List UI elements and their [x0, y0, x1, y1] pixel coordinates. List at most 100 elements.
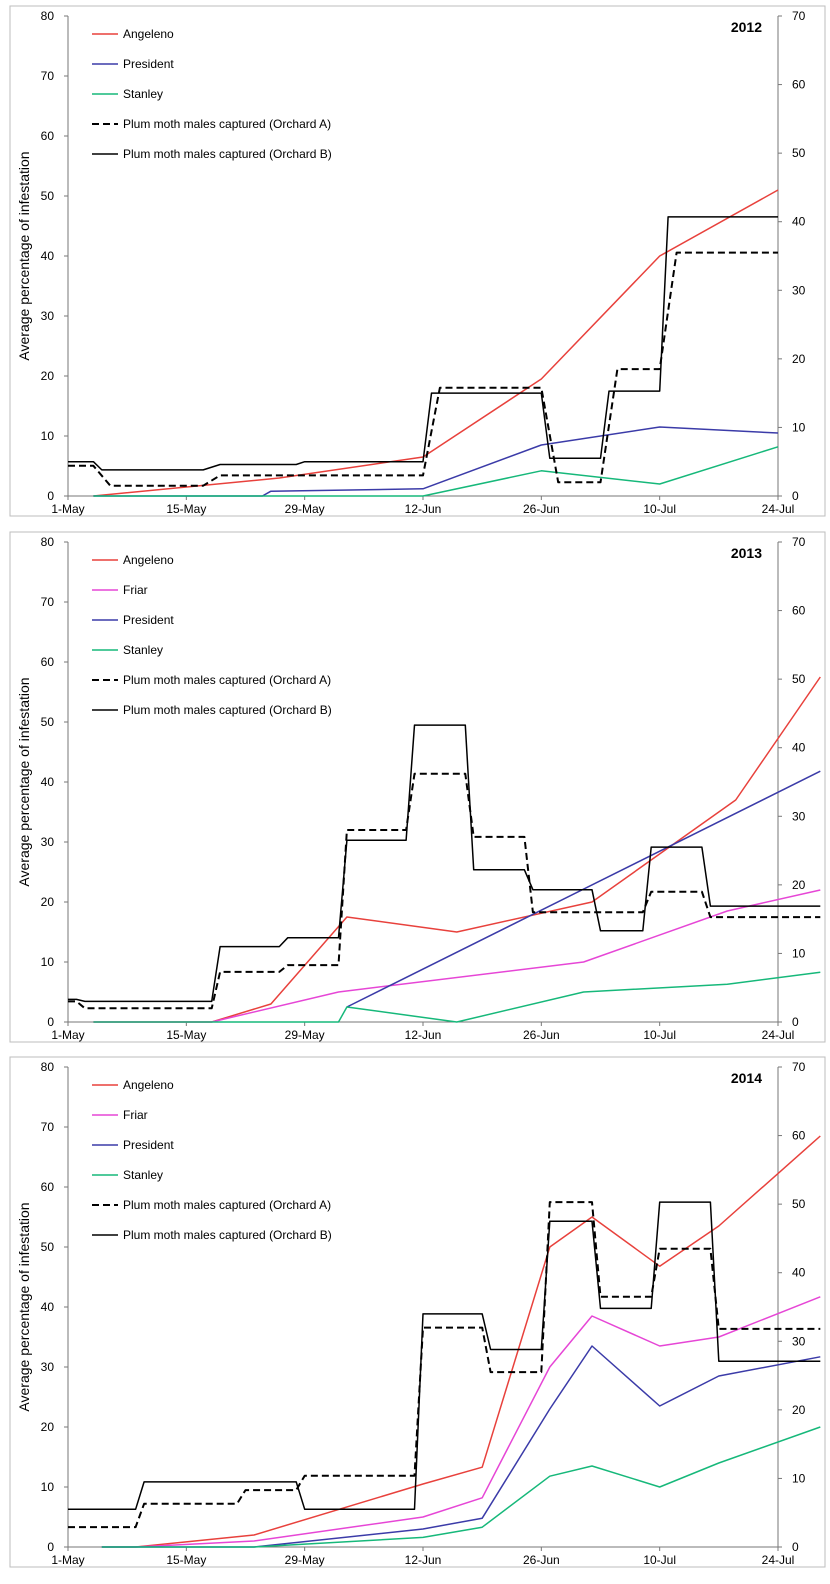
- legend-label: Friar: [123, 1108, 148, 1122]
- right-tick-label: 0: [792, 1540, 799, 1554]
- left-tick-label: 70: [41, 595, 55, 609]
- legend-label: Plum moth males captured (Orchard A): [123, 117, 331, 131]
- chart-border: [9, 5, 826, 517]
- series-line-stanley: [101, 1426, 821, 1548]
- legend-label: Angeleno: [123, 27, 174, 41]
- right-tick-label: 10: [792, 420, 806, 434]
- legend-label: Stanley: [123, 87, 163, 101]
- left-axis-title: Average percentage of infestation: [16, 151, 32, 360]
- right-tick-label: 30: [792, 809, 806, 823]
- left-tick-label: 50: [41, 189, 55, 203]
- left-tick-label: 10: [41, 955, 55, 969]
- legend-label: Plum moth males captured (Orchard B): [123, 703, 332, 717]
- series-line-plum-moth-males-captured-orchard-b-: [68, 216, 778, 471]
- left-tick-label: 10: [41, 429, 55, 443]
- legend-label: Plum moth males captured (Orchard B): [123, 147, 332, 161]
- x-tick-label: 15-May: [166, 1553, 206, 1567]
- right-tick-label: 20: [792, 878, 806, 892]
- left-tick-label: 20: [41, 895, 55, 909]
- left-tick-label: 60: [41, 129, 55, 143]
- x-tick-label: 1-May: [51, 1028, 84, 1042]
- left-tick-label: 80: [41, 9, 55, 23]
- right-tick-label: 0: [792, 489, 799, 503]
- chart-title: 2012: [731, 19, 762, 35]
- x-tick-label: 10-Jul: [643, 502, 676, 516]
- x-tick-label: 15-May: [166, 1028, 206, 1042]
- x-tick-label: 29-May: [285, 1553, 325, 1567]
- x-tick-label: 24-Jul: [762, 1553, 795, 1567]
- series-line-angeleno: [101, 1135, 821, 1548]
- legend-label: Angeleno: [123, 553, 174, 567]
- left-tick-label: 20: [41, 1420, 55, 1434]
- series-line-plum-moth-males-captured-orchard-a-: [68, 251, 778, 487]
- series-line-angeleno: [93, 189, 779, 497]
- x-tick-label: 12-Jun: [405, 1553, 442, 1567]
- x-tick-label: 29-May: [285, 502, 325, 516]
- chart-panel-2014: 0 10 20 30 40 50 60 70 80 0 10 20 30 40 50 60 70 1-May 15-…: [9, 1056, 826, 1568]
- x-tick-label: 12-Jun: [405, 1028, 442, 1042]
- left-tick-label: 70: [41, 1120, 55, 1134]
- left-tick-label: 50: [41, 715, 55, 729]
- x-tick-label: 15-May: [166, 502, 206, 516]
- right-tick-label: 70: [792, 9, 806, 23]
- x-tick-label: 26-Jun: [523, 1553, 560, 1567]
- left-tick-label: 0: [47, 489, 54, 503]
- right-tick-label: 30: [792, 283, 806, 297]
- right-tick-label: 60: [792, 1129, 806, 1143]
- right-tick-label: 50: [792, 672, 806, 686]
- x-tick-label: 12-Jun: [405, 502, 442, 516]
- legend-label: Plum moth males captured (Orchard A): [123, 1198, 331, 1212]
- left-tick-label: 60: [41, 655, 55, 669]
- series-line-plum-moth-males-captured-orchard-a-: [68, 1201, 821, 1529]
- left-tick-label: 20: [41, 369, 55, 383]
- chart-border: [9, 1056, 826, 1568]
- legend-label: Stanley: [123, 643, 163, 657]
- series-line-president: [101, 1345, 821, 1548]
- left-tick-label: 80: [41, 535, 55, 549]
- x-tick-label: 24-Jul: [762, 1028, 795, 1042]
- legend-label: Stanley: [123, 1168, 163, 1182]
- right-tick-label: 20: [792, 1403, 806, 1417]
- left-tick-label: 50: [41, 1240, 55, 1254]
- chart-panel-2012: 0 10 20 30 40 50 60 70 80 0 10 20 30 40 50 60 70 1-May 15-…: [9, 5, 826, 517]
- legend-label: President: [123, 1138, 174, 1152]
- series-line-stanley: [93, 446, 779, 497]
- right-tick-label: 70: [792, 1060, 806, 1074]
- x-tick-label: 26-Jun: [523, 1028, 560, 1042]
- right-tick-label: 40: [792, 1266, 806, 1280]
- legend-label: Friar: [123, 583, 148, 597]
- series-line-plum-moth-males-captured-orchard-a-: [68, 772, 821, 1010]
- left-axis-title: Average percentage of infestation: [16, 1202, 32, 1411]
- left-tick-label: 40: [41, 249, 55, 263]
- x-tick-label: 1-May: [51, 502, 84, 516]
- right-tick-label: 10: [792, 1471, 806, 1485]
- legend-label: Plum moth males captured (Orchard A): [123, 673, 331, 687]
- series-line-friar: [101, 1296, 821, 1548]
- left-tick-label: 40: [41, 775, 55, 789]
- left-tick-label: 30: [41, 1360, 55, 1374]
- legend-label: President: [123, 613, 174, 627]
- x-tick-label: 1-May: [51, 1553, 84, 1567]
- chart-title: 2014: [731, 1070, 762, 1086]
- right-tick-label: 10: [792, 946, 806, 960]
- right-tick-label: 30: [792, 1334, 806, 1348]
- right-tick-label: 40: [792, 215, 806, 229]
- left-tick-label: 60: [41, 1180, 55, 1194]
- left-tick-label: 80: [41, 1060, 55, 1074]
- left-tick-label: 10: [41, 1480, 55, 1494]
- chart-panel-2013: 0 10 20 30 40 50 60 70 80 0 10 20 30 40 50 60 70 1-May 15-…: [9, 531, 826, 1043]
- left-tick-label: 30: [41, 309, 55, 323]
- legend-label: Plum moth males captured (Orchard B): [123, 1228, 332, 1242]
- left-tick-label: 70: [41, 69, 55, 83]
- series-line-stanley: [93, 971, 821, 1023]
- right-tick-label: 70: [792, 535, 806, 549]
- right-tick-label: 60: [792, 78, 806, 92]
- right-tick-label: 50: [792, 146, 806, 160]
- x-tick-label: 10-Jul: [643, 1553, 676, 1567]
- right-tick-label: 40: [792, 741, 806, 755]
- left-tick-label: 0: [47, 1540, 54, 1554]
- chart-border: [9, 531, 826, 1043]
- right-tick-label: 60: [792, 604, 806, 618]
- right-tick-label: 0: [792, 1015, 799, 1029]
